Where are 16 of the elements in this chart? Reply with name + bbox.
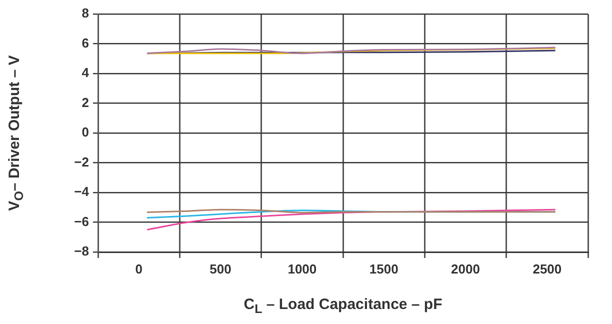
x-tick-label: 1000 (288, 261, 317, 276)
y-tick-label: −8 (74, 244, 89, 259)
x-axis-title: C$_{L}$ – Load Capacitance – pF (242, 296, 444, 316)
x-tick-label: 2500 (532, 261, 562, 276)
y-tick-label: −4 (74, 184, 90, 200)
x-tick-label: 500 (210, 261, 232, 276)
x-tick-label: 0 (135, 261, 142, 276)
y-tick-label: 6 (82, 35, 89, 50)
y-tick-label: 4 (82, 65, 90, 80)
x-tick-label: 1500 (369, 261, 398, 276)
y-tick-label: −6 (74, 214, 89, 229)
x-tick-label: 2000 (451, 261, 480, 276)
y-tick-label: 8 (82, 6, 89, 21)
y-tick-label: −2 (74, 154, 89, 170)
y-tick-label: 0 (82, 124, 89, 140)
y-tick-label: 2 (82, 94, 89, 110)
